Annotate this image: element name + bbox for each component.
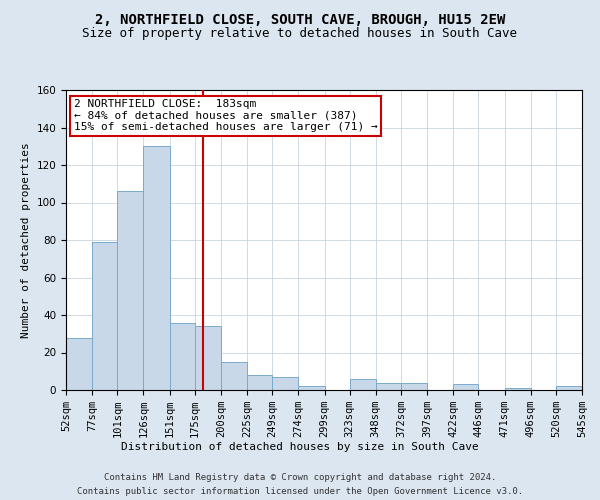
Bar (505, 388, 531, 390)
Bar (170, 322, 195, 390)
Text: Distribution of detached houses by size in South Cave: Distribution of detached houses by size … (121, 442, 479, 452)
Bar (66, 338, 92, 390)
Text: 2 NORTHFIELD CLOSE:  183sqm
← 84% of detached houses are smaller (387)
15% of se: 2 NORTHFIELD CLOSE: 183sqm ← 84% of deta… (74, 99, 377, 132)
Bar (272, 377, 298, 390)
Bar (401, 382, 427, 390)
Bar (117, 191, 143, 390)
Bar (195, 326, 221, 390)
Bar (350, 379, 376, 390)
Text: 2, NORTHFIELD CLOSE, SOUTH CAVE, BROUGH, HU15 2EW: 2, NORTHFIELD CLOSE, SOUTH CAVE, BROUGH,… (95, 12, 505, 26)
Bar (143, 146, 170, 390)
Bar (376, 382, 401, 390)
Bar (92, 242, 117, 390)
Bar (298, 386, 325, 390)
Bar (453, 384, 478, 390)
Y-axis label: Number of detached properties: Number of detached properties (21, 142, 31, 338)
Bar (556, 386, 582, 390)
Text: Size of property relative to detached houses in South Cave: Size of property relative to detached ho… (83, 28, 517, 40)
Bar (221, 362, 247, 390)
Bar (247, 375, 272, 390)
Text: Contains public sector information licensed under the Open Government Licence v3: Contains public sector information licen… (77, 488, 523, 496)
Text: Contains HM Land Registry data © Crown copyright and database right 2024.: Contains HM Land Registry data © Crown c… (104, 472, 496, 482)
